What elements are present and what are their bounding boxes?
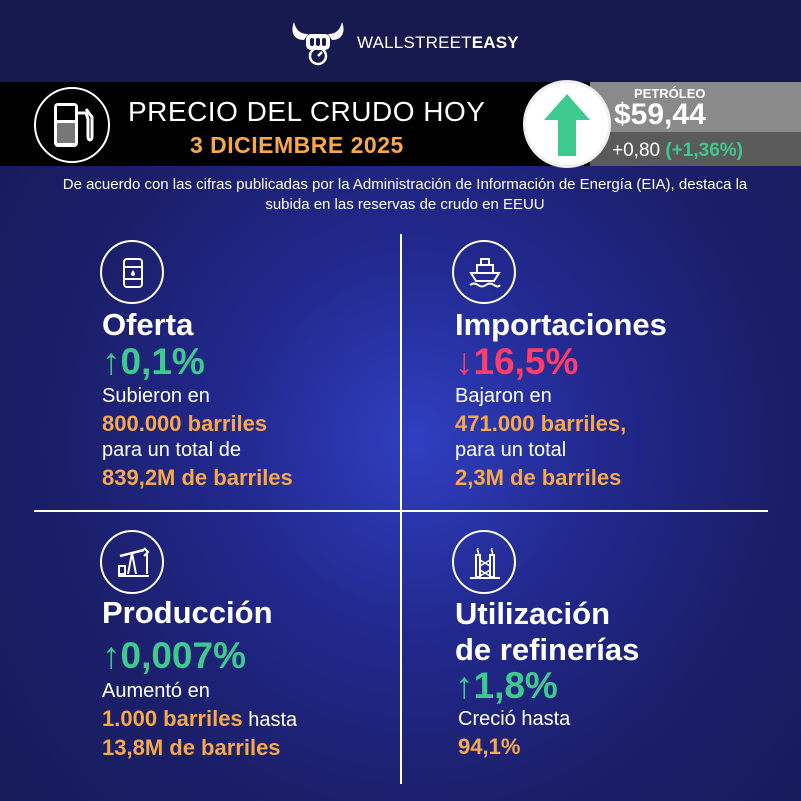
refinerias-heading-line2: de refinerías	[455, 632, 640, 667]
fuel-pump-icon	[34, 87, 110, 163]
oferta-line4: 839,2M de barriles	[102, 465, 293, 490]
pump-jack-icon	[100, 530, 164, 594]
oferta-pct: ↑0,1%	[102, 342, 205, 382]
refinerias-desc: Creció hasta 94,1%	[458, 706, 570, 760]
oil-change: +0,80 (+1,36%)	[612, 140, 743, 162]
up-arrow-icon: ↑	[102, 341, 121, 382]
up-arrow-icon	[544, 94, 590, 156]
intro-text: De acuerdo con las cifras publicadas por…	[62, 176, 748, 213]
vertical-divider	[400, 234, 402, 784]
horizontal-divider	[34, 510, 768, 512]
bull-fist-logo-icon	[288, 18, 348, 66]
price-arrow-badge	[523, 80, 611, 168]
oferta-pct-value: 0,1%	[120, 341, 205, 382]
brand-name: WALLSTREETEASY	[357, 33, 519, 53]
refinerias-heading-line1: Utilización	[455, 596, 611, 631]
produccion-line3: 13,8M de barriles	[102, 735, 281, 760]
refinerias-line2: 94,1%	[458, 734, 521, 759]
page-date: 3 DICIEMBRE 2025	[190, 132, 404, 158]
produccion-pct: ↑0,007%	[102, 636, 246, 676]
produccion-desc: Aumentó en 1.000 barriles hasta 13,8M de…	[102, 678, 297, 761]
oil-label: PETRÓLEO	[634, 86, 706, 101]
importaciones-line2: 471.000 barriles,	[455, 411, 627, 436]
oil-barrel-icon	[100, 240, 164, 304]
produccion-line1: Aumentó en	[102, 680, 210, 702]
oferta-desc: Subieron en 800.000 barriles para un tot…	[102, 383, 293, 491]
produccion-line2-suffix: hasta	[242, 709, 298, 731]
oferta-line2: 800.000 barriles	[102, 411, 268, 436]
importaciones-pct-value: 16,5%	[473, 341, 579, 382]
refinerias-pct-value: 1,8%	[473, 665, 558, 706]
oil-change-abs: +0,80	[612, 140, 661, 161]
refinerias-line1: Creció hasta	[458, 708, 571, 730]
produccion-pct-value: 0,007%	[120, 635, 247, 676]
produccion-heading: Producción	[102, 595, 273, 630]
ship-icon	[452, 240, 516, 304]
brand-bold: EASY	[471, 33, 519, 52]
importaciones-line4: 2,3M de barriles	[455, 465, 622, 490]
price-box	[590, 82, 801, 166]
oferta-line3: para un total de	[102, 439, 241, 461]
refinery-icon	[452, 530, 516, 594]
oil-change-pct: (+1,36%)	[665, 140, 743, 161]
oferta-heading: Oferta	[102, 307, 194, 342]
produccion-line2: 1.000 barriles	[102, 706, 243, 731]
oferta-line1: Subieron en	[102, 385, 210, 407]
page-title: PRECIO DEL CRUDO HOY	[128, 96, 486, 127]
produccion-line2-wrap: 1.000 barriles hasta	[102, 705, 297, 734]
refinerias-pct: ↑1,8%	[455, 666, 558, 706]
up-arrow-icon: ↑	[102, 635, 121, 676]
header-bar	[0, 0, 801, 82]
oil-price: $59,44	[614, 98, 706, 131]
brand-light: WALLSTREET	[357, 33, 472, 52]
importaciones-line1: Bajaron en	[455, 385, 552, 407]
up-arrow-icon: ↑	[455, 665, 474, 706]
importaciones-pct: ↓16,5%	[455, 342, 578, 382]
price-change-strip	[590, 132, 801, 166]
importaciones-heading: Importaciones	[455, 307, 667, 342]
importaciones-desc: Bajaron en 471.000 barriles, para un tot…	[455, 383, 626, 491]
refinerias-heading: Utilización de refinerías	[455, 596, 639, 668]
down-arrow-icon: ↓	[455, 341, 474, 382]
importaciones-line3: para un total	[455, 439, 567, 461]
